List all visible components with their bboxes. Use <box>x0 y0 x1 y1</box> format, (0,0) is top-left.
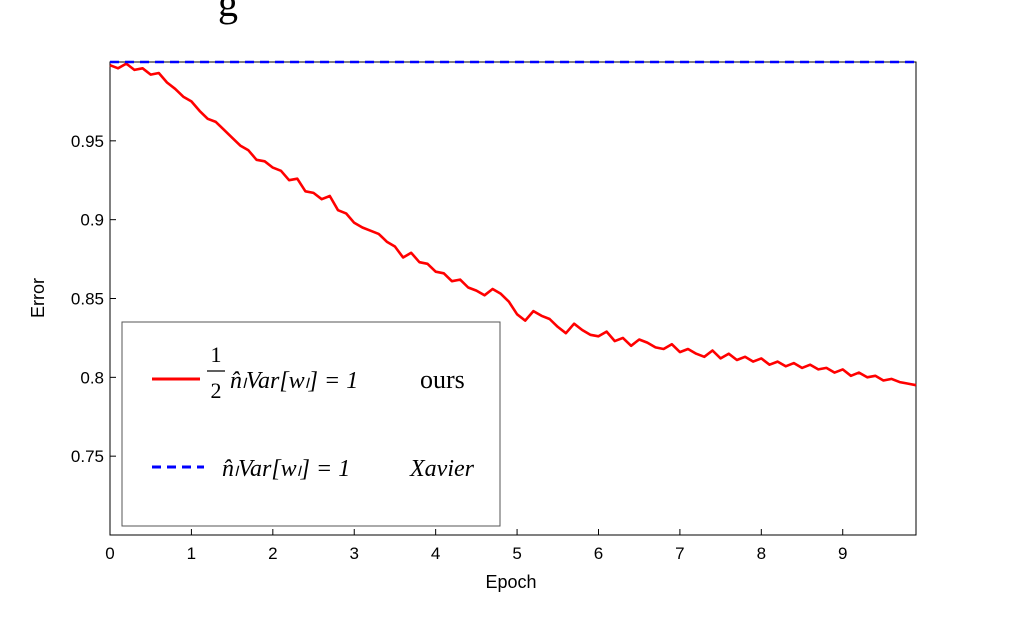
x-tick-label: 4 <box>431 544 440 563</box>
series-layer <box>109 60 917 387</box>
legend-expr-xavier: n̂ₗVar[wₗ] = 1 <box>222 456 350 482</box>
y-tick-label: 0.95 <box>71 132 104 151</box>
x-axis: 0 1 2 3 4 5 6 7 8 9 <box>105 529 847 563</box>
y-tick-label: 0.9 <box>80 211 104 230</box>
series-line-ours <box>109 62 917 387</box>
legend-fraction-denominator: 2 <box>211 378 222 403</box>
legend-tag-xavier: Xavier <box>409 456 475 482</box>
x-axis-title: Epoch <box>485 572 536 592</box>
x-tick-label: 1 <box>187 544 196 563</box>
legend-fraction-numerator: 1 <box>211 342 222 367</box>
x-tick-label: 7 <box>675 544 684 563</box>
x-tick-label: 0 <box>105 544 114 563</box>
legend-box <box>121 321 501 527</box>
x-tick-label: 2 <box>268 544 277 563</box>
x-tick-label: 6 <box>594 544 603 563</box>
y-tick-label: 0.8 <box>80 368 104 387</box>
x-tick-label: 5 <box>512 544 521 563</box>
legend: 1 2 n̂ₗVar[wₗ] = 1 ours n̂ₗVar[wₗ] = 1 X… <box>121 321 501 527</box>
y-tick-label: 0.85 <box>71 290 104 309</box>
y-axis-title: Error <box>28 278 48 318</box>
partial-header-text: g <box>218 0 238 25</box>
x-tick-label: 9 <box>838 544 847 563</box>
y-tick-label: 0.75 <box>71 447 104 466</box>
x-tick-label: 3 <box>350 544 359 563</box>
legend-expr-ours: n̂ₗVar[wₗ] = 1 <box>230 368 358 394</box>
y-axis: 0.75 0.8 0.85 0.9 0.95 <box>71 132 116 466</box>
legend-tag-ours: ours <box>420 365 465 394</box>
x-tick-label: 8 <box>757 544 766 563</box>
